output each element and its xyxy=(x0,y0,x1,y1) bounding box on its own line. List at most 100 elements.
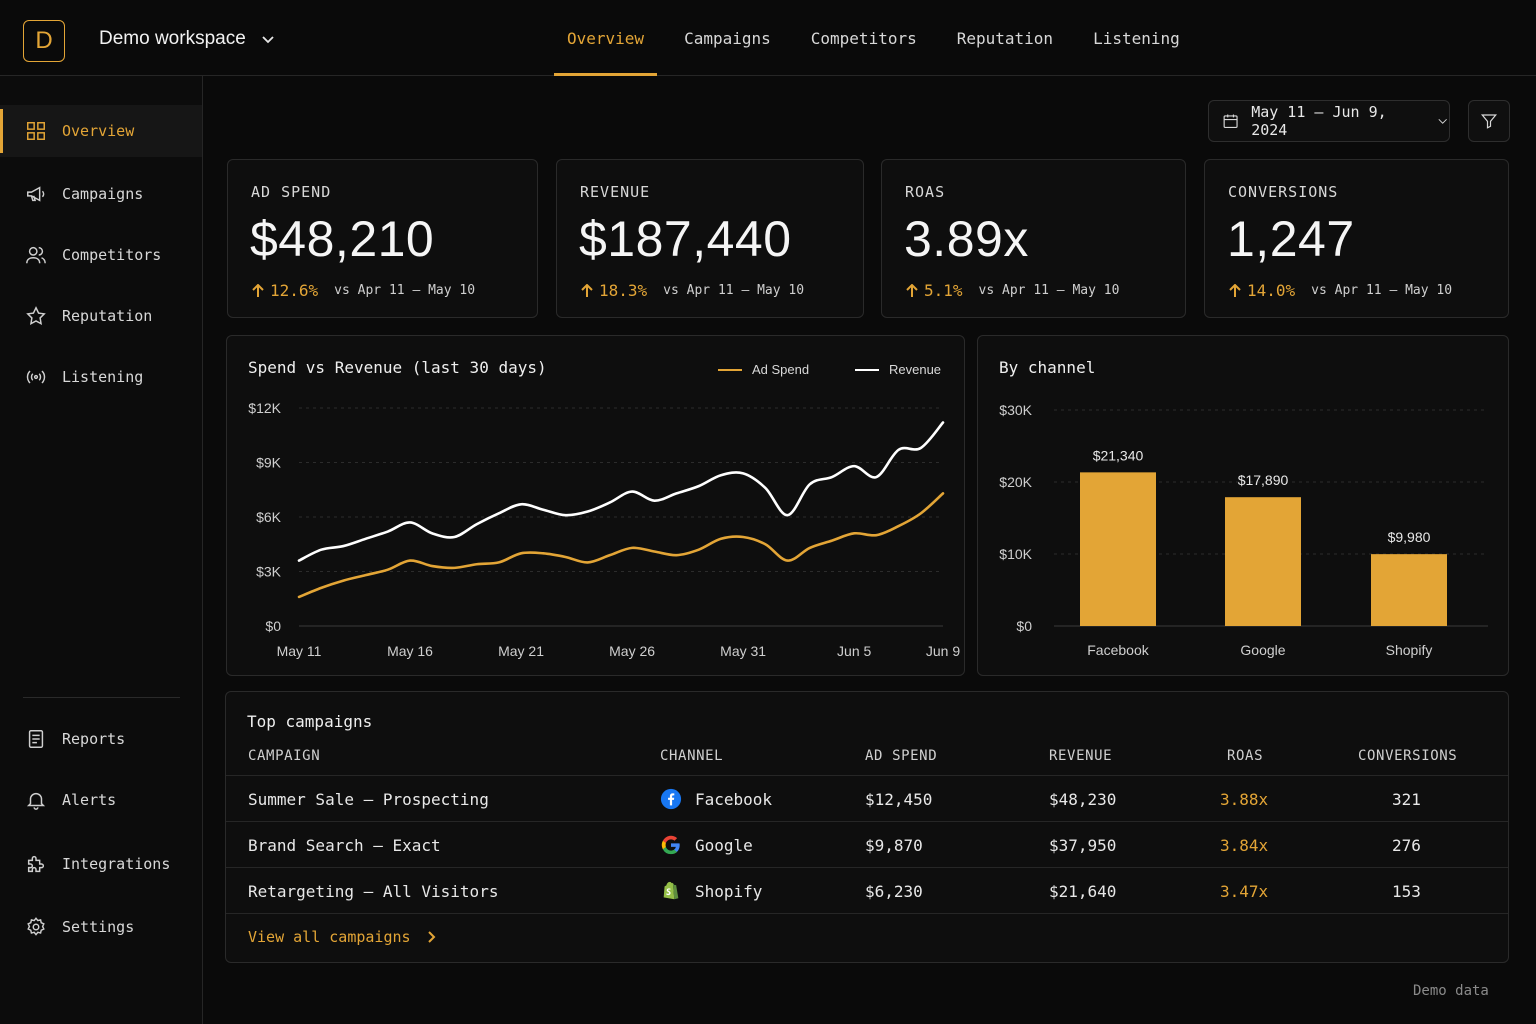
bar-data-label: $17,890 xyxy=(1238,472,1289,488)
legend-swatch xyxy=(718,368,742,371)
spend-revenue-chart-panel: Spend vs Revenue (last 30 days) Ad Spend… xyxy=(226,335,965,676)
sidebar: Overview Campaigns Competitors Reputatio… xyxy=(0,76,203,1024)
megaphone-icon xyxy=(27,186,45,202)
chevron-right-icon xyxy=(427,931,435,943)
sidebar-divider xyxy=(23,697,180,698)
cell-conversions: 276 xyxy=(1392,835,1421,855)
col-header-revenue[interactable]: REVENUE xyxy=(1049,748,1113,764)
sidebar-item-alerts[interactable]: Alerts xyxy=(0,774,202,826)
cell-revenue: $21,640 xyxy=(1049,881,1117,901)
sidebar-item-settings[interactable]: Settings xyxy=(0,901,202,953)
kpi-card-revenue: REVENUE $187,440 18.3% vs Apr 11 – May 1… xyxy=(556,159,864,318)
bar-google xyxy=(1225,497,1301,626)
kpi-value: 1,247 xyxy=(1227,211,1355,267)
filter-button[interactable] xyxy=(1468,100,1510,142)
sidebar-item-listening[interactable]: Listening xyxy=(0,351,202,403)
grid-icon xyxy=(27,122,45,140)
cell-roas: 3.47x xyxy=(1220,881,1269,901)
date-range-value: May 11 – Jun 9, 2024 xyxy=(1251,103,1387,139)
cell-channel: Google xyxy=(660,822,753,868)
sidebar-item-label: Overview xyxy=(62,122,135,140)
cell-revenue: $48,230 xyxy=(1049,789,1117,809)
bar-facebook xyxy=(1080,472,1156,626)
table-row[interactable]: Retargeting – All Visitors Shopify $6,23… xyxy=(226,867,1508,913)
google-icon xyxy=(661,835,680,855)
tab-reputation[interactable]: Reputation xyxy=(956,28,1054,48)
chart-title: Spend vs Revenue (last 30 days) xyxy=(248,358,547,377)
cell-campaign: Summer Sale – Prospecting xyxy=(248,789,489,809)
tab-competitors[interactable]: Competitors xyxy=(810,28,917,48)
kpi-compare: vs Apr 11 – May 10 xyxy=(978,283,1120,298)
workspace-logo[interactable]: D xyxy=(23,20,65,62)
sidebar-item-competitors[interactable]: Competitors xyxy=(0,229,202,281)
date-range-picker[interactable]: May 11 – Jun 9, 2024 xyxy=(1208,100,1450,142)
legend-swatch xyxy=(855,368,879,371)
cell-revenue: $37,950 xyxy=(1049,835,1117,855)
demo-data-note: Demo data xyxy=(1413,983,1489,999)
cell-spend: $6,230 xyxy=(865,881,923,901)
gear-icon xyxy=(27,917,45,936)
col-header-conversions[interactable]: CONVERSIONS xyxy=(1358,748,1458,764)
cell-conversions: 153 xyxy=(1392,881,1421,901)
broadcast-icon xyxy=(26,370,46,384)
arrow-up-icon xyxy=(252,283,264,297)
col-header-channel[interactable]: CHANNEL xyxy=(660,748,724,764)
arrow-up-icon xyxy=(1229,283,1241,297)
top-campaigns-panel: Top campaigns CAMPAIGN CHANNEL AD SPEND … xyxy=(225,691,1509,963)
kpi-value: $187,440 xyxy=(579,211,792,267)
col-header-roas[interactable]: ROAS xyxy=(1227,748,1264,764)
tab-overview[interactable]: Overview xyxy=(554,0,658,76)
y-tick-label: $10K xyxy=(999,546,1032,562)
kpi-delta: 18.3% vs Apr 11 – May 10 xyxy=(580,281,804,300)
sidebar-item-label: Reputation xyxy=(62,307,153,325)
cell-roas: 3.84x xyxy=(1220,835,1269,855)
sidebar-item-integrations[interactable]: Integrations xyxy=(0,838,202,890)
sidebar-item-campaigns[interactable]: Campaigns xyxy=(0,168,202,220)
sidebar-item-label: Campaigns xyxy=(62,185,144,203)
kpi-delta-up: 12.6% xyxy=(251,281,318,300)
tab-campaigns[interactable]: Campaigns xyxy=(684,28,771,48)
shopify-icon xyxy=(663,881,679,900)
view-all-campaigns-link[interactable]: View all campaigns xyxy=(248,928,437,946)
tab-listening[interactable]: Listening xyxy=(1093,28,1180,48)
cell-channel: Facebook xyxy=(660,776,772,822)
sidebar-item-label: Reports xyxy=(62,730,126,748)
cell-roas: 3.88x xyxy=(1220,789,1269,809)
table-row[interactable]: Brand Search – Exact Google $9,870 $37,9… xyxy=(226,821,1508,867)
x-tick-label: Google xyxy=(1240,642,1285,658)
x-tick-label: May 26 xyxy=(609,643,655,659)
kpi-delta-value: 5.1% xyxy=(924,281,963,300)
document-icon xyxy=(28,730,44,748)
workspace-switcher[interactable]: Demo workspace xyxy=(99,28,276,50)
legend-label: Ad Spend xyxy=(752,362,810,377)
kpi-delta-value: 12.6% xyxy=(270,281,319,300)
table-row[interactable]: Summer Sale – Prospecting Facebook $12,4… xyxy=(226,775,1508,821)
kpi-label: CONVERSIONS xyxy=(1228,183,1339,201)
legend-item-ad-spend: Ad Spend xyxy=(718,362,809,377)
kpi-delta-value: 14.0% xyxy=(1247,281,1296,300)
x-tick-label: Facebook xyxy=(1087,642,1149,658)
sidebar-item-overview[interactable]: Overview xyxy=(0,105,202,157)
star-icon xyxy=(26,306,46,325)
cell-channel-name: Facebook xyxy=(695,789,773,809)
sidebar-item-label: Alerts xyxy=(62,791,117,809)
sidebar-item-reputation[interactable]: Reputation xyxy=(0,290,202,342)
x-tick-label: May 16 xyxy=(387,643,433,659)
col-header-ad-spend[interactable]: AD SPEND xyxy=(865,748,938,764)
kpi-card-ad-spend: AD SPEND $48,210 12.6% vs Apr 11 – May 1… xyxy=(227,159,538,318)
x-tick-label: Jun 5 xyxy=(837,643,871,659)
legend-item-revenue: Revenue xyxy=(855,362,941,377)
cell-spend: $9,870 xyxy=(865,835,923,855)
series-line-ad-spend xyxy=(297,492,945,599)
bar-chart: $0 $10K $20K $30K $21,340 Facebook $17,890 Goog… xyxy=(999,402,1488,658)
col-header-campaign[interactable]: CAMPAIGN xyxy=(248,748,321,764)
kpi-compare: vs Apr 11 – May 10 xyxy=(1311,283,1453,298)
y-tick-label: $0 xyxy=(1016,618,1032,634)
x-tick-label: May 11 xyxy=(277,643,322,659)
kpi-label: AD SPEND xyxy=(251,183,332,201)
sidebar-item-reports[interactable]: Reports xyxy=(0,713,202,765)
y-tick-label: $6K xyxy=(256,509,282,525)
puzzle-icon xyxy=(27,855,45,873)
chart-title: By channel xyxy=(999,358,1096,377)
users-icon xyxy=(26,246,46,264)
